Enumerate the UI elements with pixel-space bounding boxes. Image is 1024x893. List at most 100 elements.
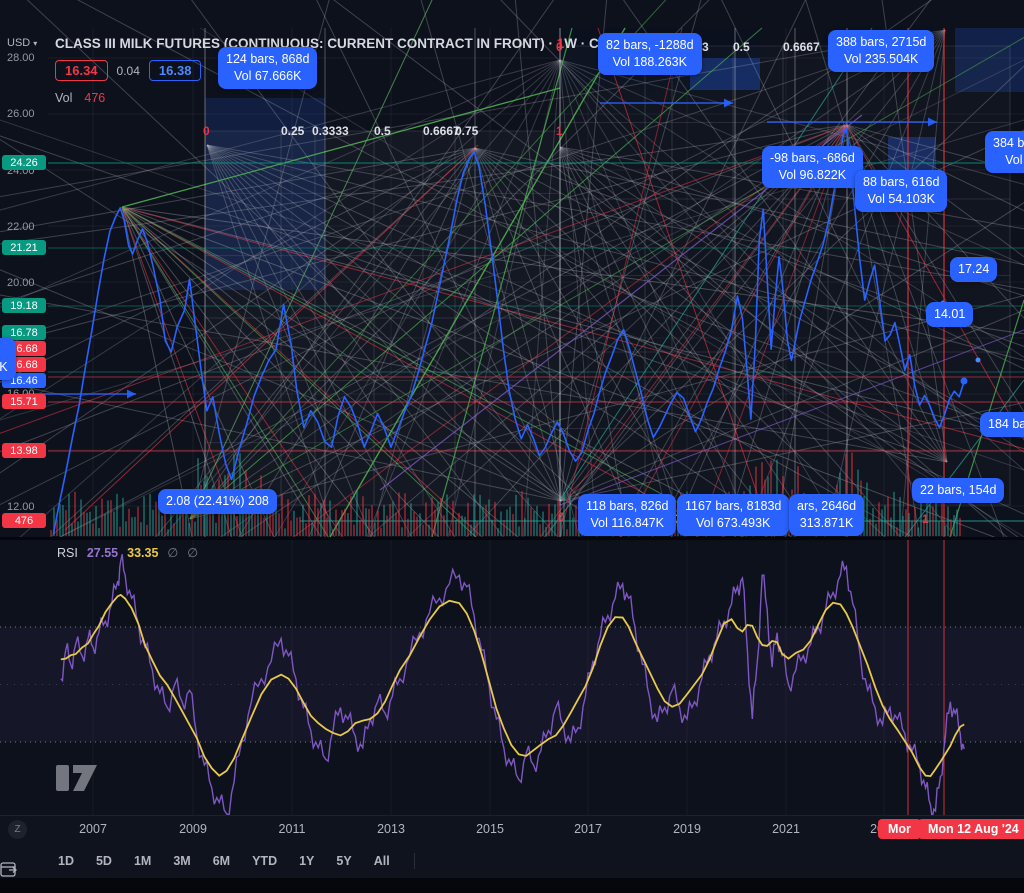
trend-line[interactable] <box>189 27 763 520</box>
gann-fan-ray <box>206 144 456 537</box>
trend-line[interactable] <box>329 27 626 537</box>
trend-line[interactable] <box>199 27 1024 537</box>
volume-bar <box>524 518 526 536</box>
volume-bar <box>443 515 445 536</box>
rsi-header[interactable]: RSI 27.55 33.35 ∅ ∅ <box>57 545 198 561</box>
label-line: 14.01 <box>934 307 966 321</box>
go-to-date-button[interactable] <box>0 857 441 877</box>
trend-line[interactable] <box>121 87 561 208</box>
drawing-measure-label: 2.08 (22.41%) 208 <box>158 489 277 514</box>
price-level-badge[interactable]: 24.26 <box>2 155 46 170</box>
trend-line[interactable] <box>559 27 683 537</box>
timezone-button[interactable]: Z <box>8 820 27 839</box>
gann-fan-ray <box>316 0 562 502</box>
volume-bar <box>950 519 952 536</box>
arrow-head <box>928 117 937 127</box>
range-button-1m[interactable]: 1M <box>133 853 152 868</box>
range-button-ytd[interactable]: YTD <box>252 853 278 868</box>
sell-price-button[interactable]: 16.34 <box>55 60 108 81</box>
volume-bar <box>500 511 502 536</box>
volume-bar <box>305 523 307 536</box>
volume-bar <box>296 517 298 536</box>
volume-bar <box>368 508 370 536</box>
gann-fan-ray <box>19 59 561 537</box>
volume-bar <box>275 498 277 536</box>
volume-bar <box>134 516 136 536</box>
trend-line[interactable] <box>559 27 873 501</box>
fib-level-label: 0.6667 <box>783 40 820 54</box>
gann-box[interactable] <box>888 137 936 170</box>
range-button-1d[interactable]: 1D <box>58 853 74 868</box>
price-level-badge[interactable]: 13.98 <box>2 443 46 458</box>
gann-box[interactable] <box>955 28 1024 92</box>
volume-bar <box>404 493 406 536</box>
gann-fan-ray <box>559 59 598 537</box>
price-axis-tick: 22.00 <box>7 221 35 233</box>
drawing-measure-label: 22 bars, 154d <box>912 478 1005 503</box>
volume-bar <box>416 516 418 536</box>
fib-level-label: 0.6667 <box>423 124 460 138</box>
volume-bar <box>467 502 469 536</box>
volume-bar <box>506 509 508 536</box>
drawing-anchor-dot[interactable] <box>960 377 968 385</box>
volume-value: 476 <box>84 91 106 105</box>
trend-line[interactable] <box>559 329 1024 506</box>
gann-fan-ray <box>121 206 519 537</box>
pane-divider[interactable] <box>0 537 1024 540</box>
volume-bar <box>920 498 922 536</box>
volume-bar <box>182 512 184 536</box>
trend-line[interactable] <box>619 124 848 537</box>
trend-line[interactable] <box>597 27 773 537</box>
chart-title[interactable]: CLASS III MILK FUTURES (CONTINUOUS: CURR… <box>55 36 619 51</box>
label-line: 3.017K <box>0 360 8 374</box>
volume-bar <box>539 524 541 536</box>
gann-fan-ray <box>121 206 376 537</box>
trend-line[interactable] <box>64 144 479 531</box>
volume-bar <box>209 507 211 536</box>
gann-fan-ray <box>846 124 921 537</box>
trend-line[interactable] <box>0 119 1024 471</box>
range-toolbar: 1D 5D 1M 3M 6M YTD 1Y 5Y All <box>0 843 1024 878</box>
range-button-5d[interactable]: 5D <box>95 853 112 868</box>
volume-bar <box>947 506 949 536</box>
gann-fan-ray <box>560 402 1024 502</box>
volume-bar <box>905 509 907 536</box>
label-line: Vol 116.847K <box>590 516 664 530</box>
gann-fan-ray <box>881 0 948 463</box>
trend-line[interactable] <box>431 27 573 537</box>
rsi-pane-canvas[interactable] <box>0 540 1024 815</box>
buy-price-button[interactable]: 16.38 <box>148 60 202 81</box>
volume-bar <box>548 503 550 536</box>
drawing-measure-label: 184 bars <box>980 412 1024 437</box>
gann-fan-ray <box>121 206 1024 335</box>
range-button-6m[interactable]: 6M <box>212 853 231 868</box>
range-button-3m[interactable]: 3M <box>173 853 191 868</box>
trend-line[interactable] <box>59 59 1024 537</box>
range-button-all[interactable]: All <box>373 853 390 868</box>
range-button-5y[interactable]: 5Y <box>336 853 352 868</box>
price-level-badge[interactable]: 21.21 <box>2 240 46 255</box>
price-scale-currency-selector[interactable]: USD ▾ <box>7 37 38 49</box>
time-axis[interactable]: Z 200720092011201320152017201920212023 M… <box>0 815 1024 843</box>
volume-bar <box>395 512 397 536</box>
gann-fan-ray <box>121 206 996 537</box>
label-line: 17.24 <box>958 262 990 276</box>
range-button-1y[interactable]: 1Y <box>299 853 315 868</box>
gann-fan-ray <box>559 146 1008 537</box>
gann-fan-ray <box>239 124 848 537</box>
gann-box[interactable] <box>690 58 760 90</box>
gann-fan-ray <box>189 36 1024 520</box>
gann-box[interactable] <box>205 98 325 290</box>
price-level-badge[interactable]: 16.78 <box>2 325 46 340</box>
drawing-anchor-dot[interactable] <box>975 357 981 363</box>
price-level-badge[interactable]: 19.18 <box>2 298 46 313</box>
price-level-badge[interactable]: 476 <box>2 513 46 528</box>
volume-bar <box>908 513 910 536</box>
gann-fan-ray <box>206 144 623 537</box>
price-level-badge[interactable]: 15.71 <box>2 394 46 409</box>
volume-bar <box>425 502 427 536</box>
trend-line[interactable] <box>904 379 1024 537</box>
volume-bar <box>431 497 433 536</box>
volume-bar <box>86 512 88 536</box>
gann-fan-ray <box>189 0 933 520</box>
